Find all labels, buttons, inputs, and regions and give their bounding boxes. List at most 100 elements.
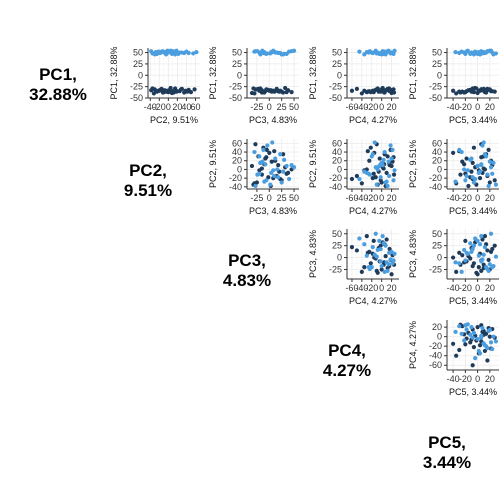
y-axis-title: PC4, 4.27% (408, 321, 418, 369)
data-point-dark (170, 89, 175, 94)
y-tick-label: 0 (138, 70, 143, 80)
diagonal-label-percent: 4.27% (323, 361, 371, 380)
y-tick-label: 40 (332, 147, 342, 157)
data-point-light (287, 176, 292, 182)
data-point-dark (481, 166, 486, 171)
data-point-light (477, 169, 483, 174)
data-point-light (479, 333, 484, 338)
data-point-light (366, 171, 371, 176)
data-point-dark (359, 91, 364, 96)
data-point-dark (349, 245, 355, 250)
data-point-dark (364, 234, 369, 239)
y-tick-label: -60 (429, 360, 442, 370)
data-point-light (386, 262, 391, 267)
data-point-dark (383, 254, 388, 259)
data-point-light (154, 51, 160, 57)
data-point-light (392, 168, 397, 173)
y-tick-label: -50 (130, 93, 143, 103)
x-axis-title: PC5, 3.44% (449, 206, 497, 216)
data-point-light (479, 234, 484, 239)
data-point-light (477, 52, 483, 57)
data-point-light (265, 143, 270, 148)
x-tick-label: 60 (190, 102, 200, 112)
data-point-light (264, 51, 269, 57)
data-point-light (475, 238, 480, 243)
x-axis-title: PC5, 3.44% (449, 387, 497, 397)
data-point-dark (387, 162, 392, 168)
data-point-dark (454, 91, 459, 96)
data-point-light (252, 149, 257, 155)
data-point-dark (482, 234, 488, 239)
x-tick-label: 20 (387, 102, 397, 112)
data-point-light (493, 182, 499, 187)
data-point-light (268, 182, 273, 187)
data-point-light (487, 327, 492, 333)
data-point-light (364, 253, 369, 258)
data-point-dark (451, 255, 456, 260)
data-point-light (281, 169, 286, 174)
data-point-dark (460, 253, 465, 258)
data-point-light (487, 159, 492, 164)
diagonal-label-name: PC1, (39, 65, 77, 84)
y-axis-title: PC2, 9.51% (208, 140, 218, 188)
x-tick-label: -20 (365, 102, 378, 112)
y-tick-label: 0 (237, 164, 242, 174)
diagonal-label-pc1: PC1,32.88% (29, 65, 87, 104)
x-tick-label: -25 (250, 193, 263, 203)
data-point-light (459, 269, 464, 274)
x-tick-label: -40 (355, 193, 368, 203)
data-point-light (470, 50, 475, 56)
data-point-dark (391, 87, 396, 92)
x-tick-label: 0 (267, 102, 272, 112)
data-point-dark (378, 243, 383, 248)
data-point-light (469, 325, 474, 330)
data-point-dark (151, 91, 156, 96)
x-tick-label: 20 (485, 283, 495, 293)
data-point-dark (264, 155, 269, 160)
x-tick-label: 0 (475, 374, 480, 384)
data-point-dark (485, 358, 490, 363)
data-point-dark (379, 180, 384, 185)
x-tick-label: 0 (475, 283, 480, 293)
data-point-dark (264, 87, 269, 92)
x-axis-title: PC4, 4.27% (349, 206, 397, 216)
data-point-dark (480, 237, 485, 242)
data-point-dark (454, 353, 459, 358)
data-point-light (479, 162, 484, 168)
x-tick-label: 20 (172, 102, 182, 112)
data-point-light (389, 249, 394, 254)
data-point-light (284, 163, 289, 169)
x-tick-label: 0 (379, 283, 384, 293)
data-point-dark (458, 172, 463, 177)
data-point-light (357, 236, 362, 241)
data-point-light (485, 172, 490, 177)
data-point-light (482, 245, 488, 250)
data-point-light (271, 168, 276, 173)
data-point-dark (470, 88, 475, 93)
data-point-light (257, 171, 262, 176)
data-point-dark (487, 334, 492, 339)
y-axis-title: PC2, 9.51% (308, 140, 318, 188)
data-point-dark (474, 86, 479, 91)
data-point-light (465, 251, 470, 256)
data-point-light (366, 50, 371, 55)
y-axis-title: PC1, 32.88% (109, 46, 119, 99)
data-point-light (275, 167, 280, 172)
data-point-dark (490, 246, 495, 252)
data-point-light (257, 50, 262, 55)
data-point-light (377, 238, 382, 243)
x-axis-title: PC2, 9.51% (150, 115, 198, 125)
data-point-dark (451, 150, 456, 156)
y-tick-label: -40 (429, 351, 442, 361)
y-tick-label: 60 (432, 138, 442, 148)
data-point-light (378, 259, 383, 264)
data-point-dark (269, 159, 274, 164)
y-tick-label: -50 (229, 93, 242, 103)
x-tick-label: 0 (475, 102, 480, 112)
data-point-dark (464, 156, 469, 161)
data-point-light (470, 335, 475, 340)
data-point-light (468, 332, 473, 337)
